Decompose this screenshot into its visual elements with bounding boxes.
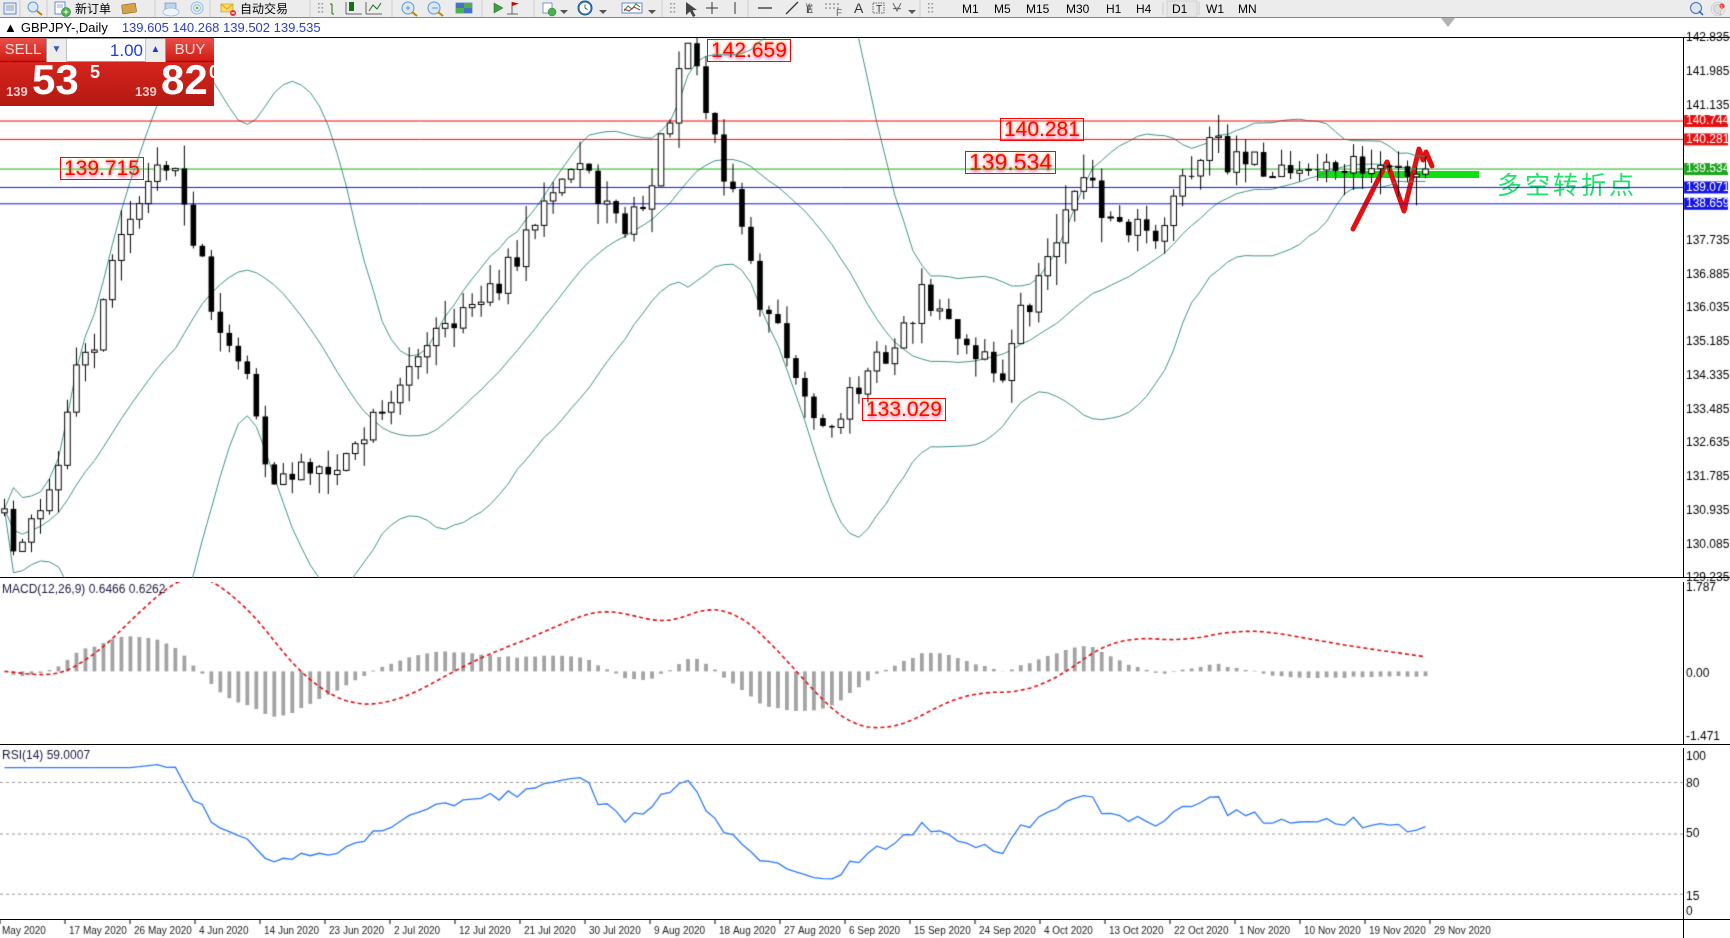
svg-text:MN: MN bbox=[1238, 2, 1257, 16]
svg-text:新订单: 新订单 bbox=[75, 1, 111, 16]
svg-text:W1: W1 bbox=[1206, 2, 1224, 16]
svg-text:F: F bbox=[836, 8, 842, 18]
svg-text:E: E bbox=[806, 4, 813, 16]
svg-text:A: A bbox=[854, 0, 864, 16]
svg-text:D1: D1 bbox=[1172, 2, 1188, 16]
svg-text:M15: M15 bbox=[1026, 2, 1050, 16]
svg-text:H4: H4 bbox=[1136, 2, 1152, 16]
svg-text:自动交易: 自动交易 bbox=[240, 1, 288, 16]
svg-text:H1: H1 bbox=[1106, 2, 1122, 16]
svg-text:M5: M5 bbox=[994, 2, 1011, 16]
svg-text:T: T bbox=[876, 4, 882, 15]
svg-text:M30: M30 bbox=[1066, 2, 1090, 16]
svg-text:M1: M1 bbox=[962, 2, 979, 16]
